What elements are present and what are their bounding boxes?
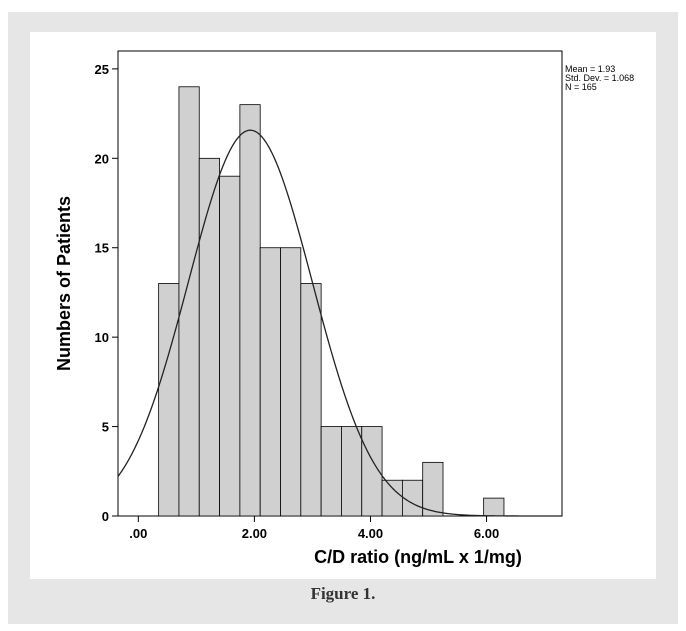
y-tick-label: 25	[95, 62, 109, 77]
histogram-chart: 0 5 10 15 20 25 .00 2.00 4.00 6.00 C/D ratio (ng/m…	[54, 50, 563, 567]
stats-std: Std. Dev. = 1.068	[565, 73, 635, 83]
y-tick-label: 5	[102, 420, 109, 435]
histogram-bar	[158, 283, 180, 517]
x-tick-label: .00	[129, 526, 147, 541]
histogram-bar	[259, 247, 281, 517]
x-axis-label: C/D ratio (ng/mL x 1/mg)	[314, 547, 522, 567]
x-tick-label: 6.00	[474, 526, 499, 541]
histogram-bar	[280, 247, 302, 517]
y-tick-label: 0	[102, 509, 109, 524]
histogram-bar	[381, 479, 403, 517]
y-tick-label: 15	[95, 241, 109, 256]
histogram-bar	[219, 175, 241, 517]
figure-caption: Figure 1.	[310, 584, 376, 603]
histogram-bar	[300, 283, 322, 517]
histogram-bar	[239, 104, 261, 517]
normal-curve	[117, 129, 562, 517]
x-tick-label: 2.00	[242, 526, 267, 541]
stats-box: Mean = 1.93 Std. Dev. = 1.068 N = 165	[565, 65, 634, 92]
y-tick-label: 10	[95, 330, 109, 345]
chart-panel: 0 5 10 15 20 25 .00 2.00 4.00 6.00 C/D ratio (ng/m…	[30, 32, 656, 579]
histogram-bar	[320, 426, 342, 517]
figure-frame: 0 5 10 15 20 25 .00 2.00 4.00 6.00 C/D ratio (ng/m…	[8, 12, 678, 624]
y-axis-label: Numbers of Patients	[54, 196, 74, 371]
histogram-bar	[401, 479, 424, 517]
histogram-bar	[341, 426, 363, 517]
histogram-bar	[422, 461, 444, 517]
histogram-bar	[198, 157, 220, 517]
x-tick-label: 4.00	[358, 526, 383, 541]
stats-n: N = 165	[565, 82, 597, 92]
y-tick-label: 20	[95, 151, 109, 166]
histogram-bar	[178, 86, 200, 517]
histogram-bar	[483, 497, 505, 517]
stats-mean: Mean = 1.93	[565, 64, 616, 74]
